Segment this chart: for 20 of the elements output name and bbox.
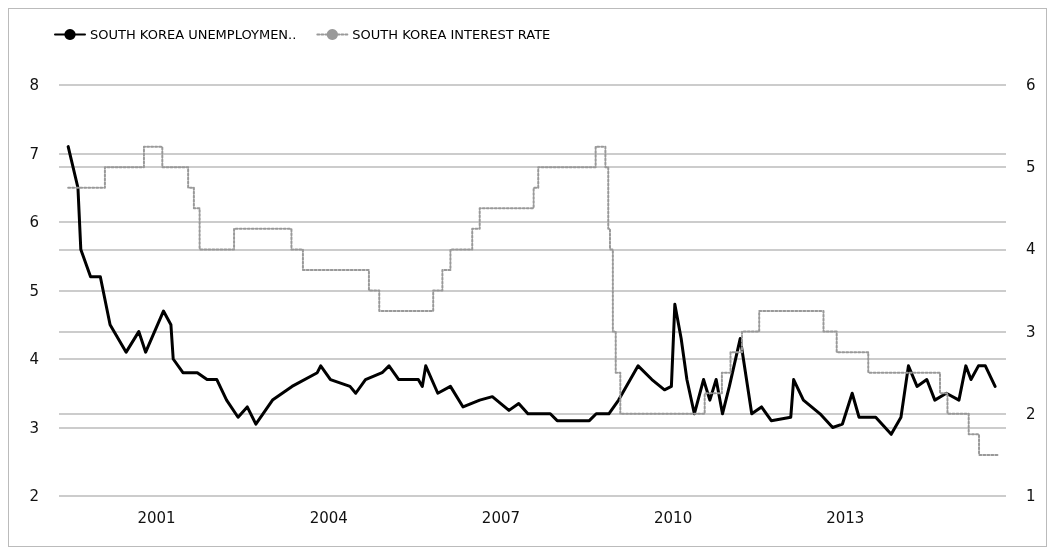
y2-tick-label: 6 <box>1026 76 1036 94</box>
legend-label: SOUTH KOREA INTEREST RATE <box>352 27 551 42</box>
y-tick-label: 5 <box>29 281 39 300</box>
y-tick-label: 8 <box>29 76 39 94</box>
y2-tick-label: 1 <box>1026 487 1036 505</box>
y2-tick-label: 2 <box>1026 404 1036 423</box>
x-tick-label: 2007 <box>481 508 521 527</box>
y-tick-label: 7 <box>29 144 39 163</box>
x-tick-label: 2013 <box>826 508 865 527</box>
legend-label: SOUTH KOREA UNEMPLOYMEN.. <box>90 27 297 42</box>
y-tick-label: 6 <box>29 213 39 231</box>
x-tick-label: 2010 <box>654 508 693 527</box>
y-tick-label: 4 <box>29 350 39 368</box>
x-tick-label: 2001 <box>137 508 176 527</box>
y2-tick-label: 5 <box>1026 158 1036 177</box>
x-tick-label: 2004 <box>309 508 348 527</box>
y-tick-label: 3 <box>29 418 39 437</box>
y-tick-label: 2 <box>29 487 39 505</box>
y2-tick-label: 3 <box>1026 322 1036 341</box>
y2-tick-label: 4 <box>1026 240 1036 259</box>
